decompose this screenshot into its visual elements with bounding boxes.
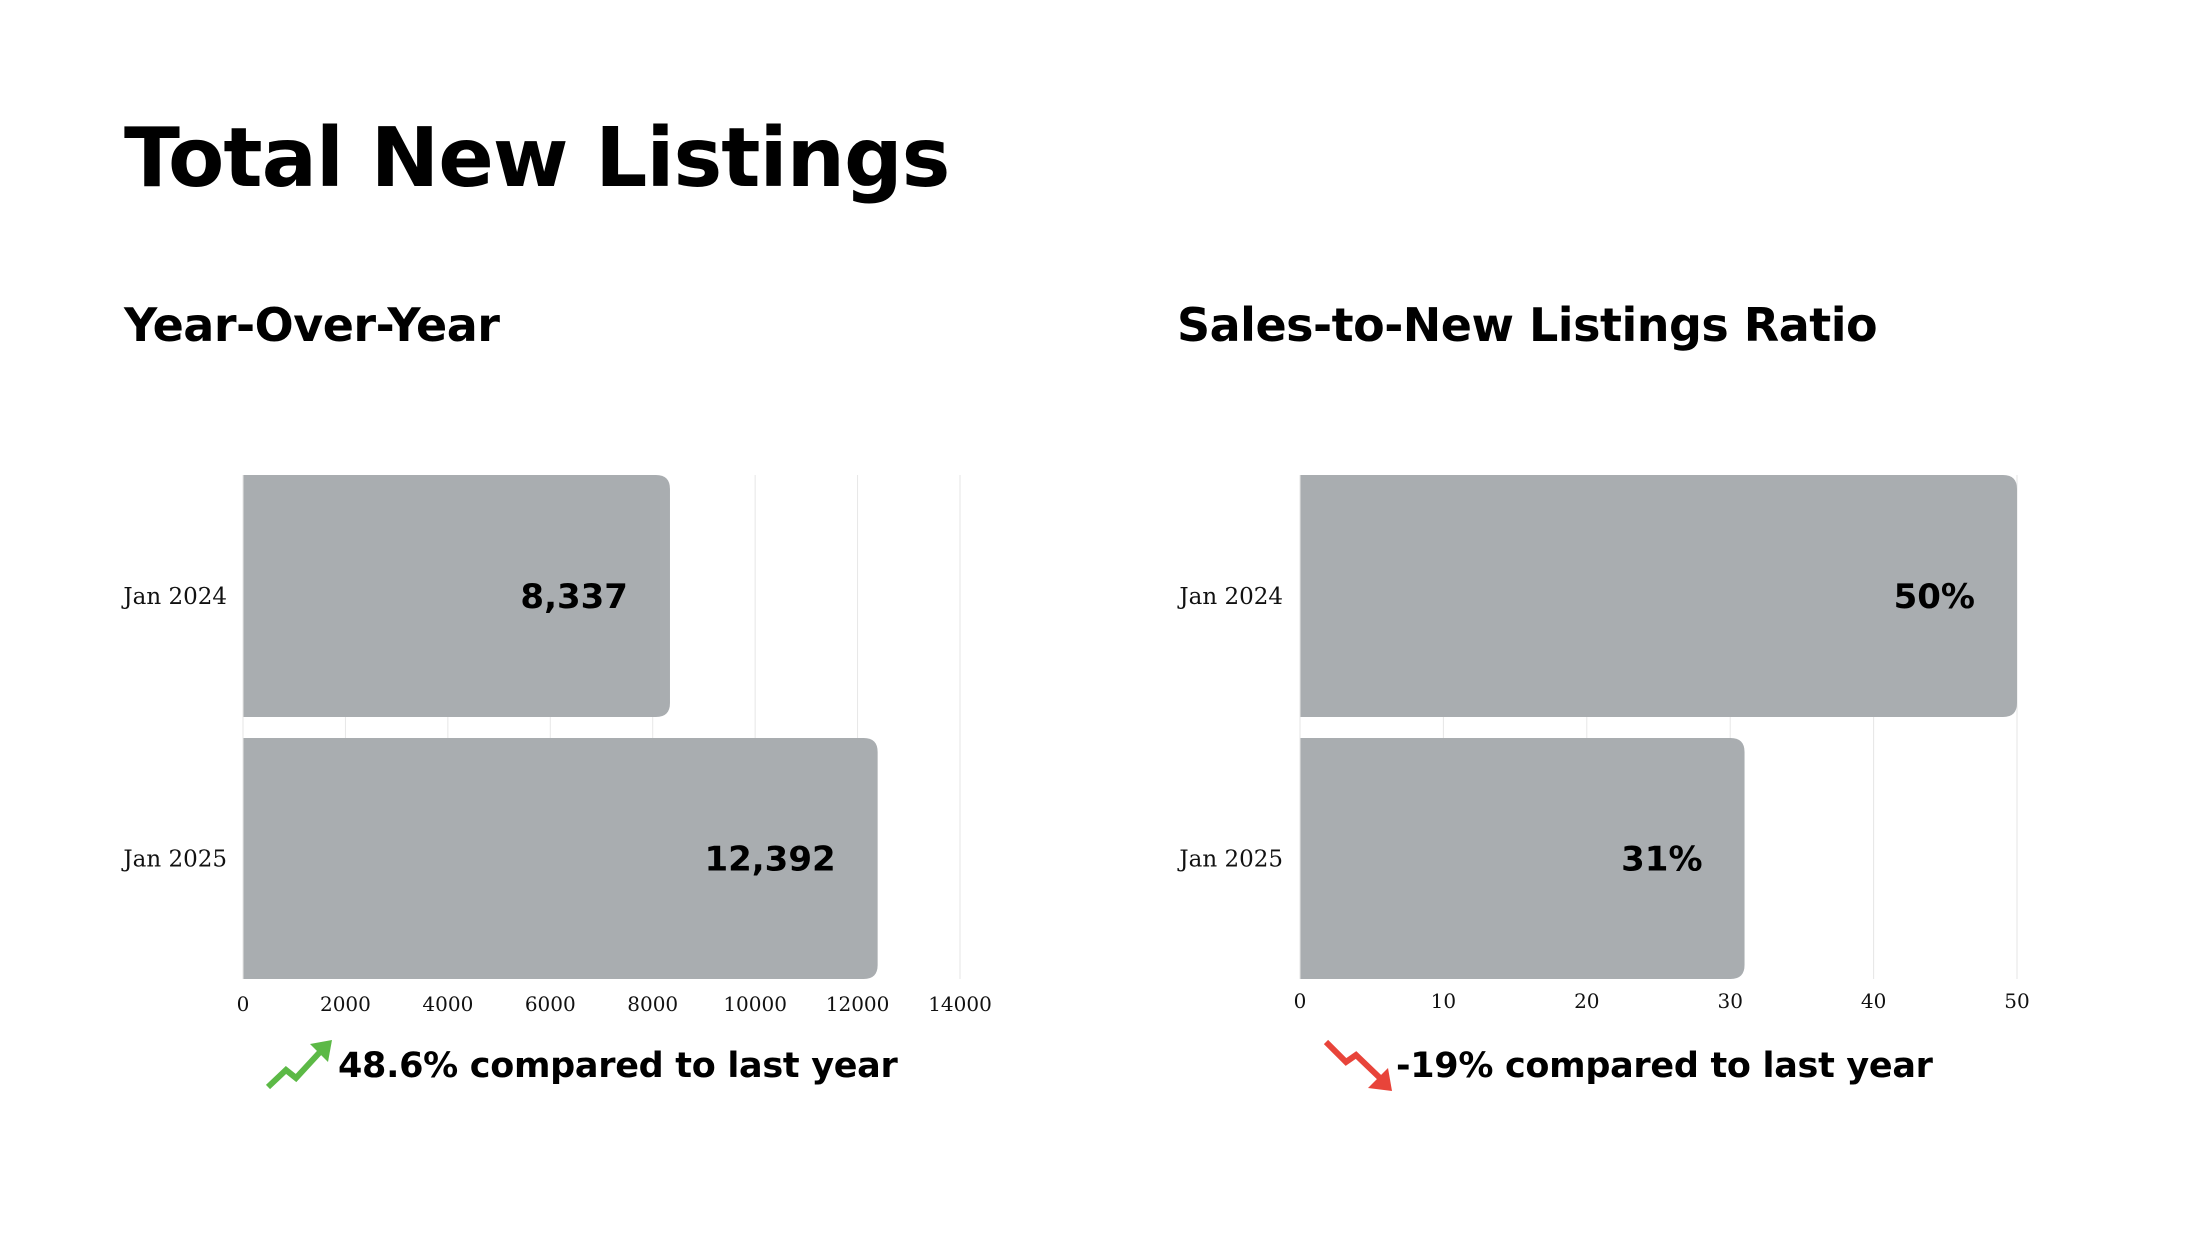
y-category-label: Jan 2025 bbox=[1177, 847, 1283, 873]
bar bbox=[243, 475, 670, 717]
x-tick-label: 20 bbox=[1574, 989, 1599, 1013]
x-tick-label: 30 bbox=[1717, 989, 1742, 1013]
delta-text: -19% compared to last year bbox=[1396, 1046, 1933, 1086]
bar-data-label: 12,392 bbox=[704, 840, 835, 880]
bar bbox=[243, 738, 878, 979]
x-tick-label: 10000 bbox=[723, 992, 787, 1016]
bar-data-label: 50% bbox=[1894, 577, 1975, 617]
y-category-label: Jan 2024 bbox=[1177, 584, 1283, 610]
y-category-label: Jan 2025 bbox=[121, 847, 227, 873]
bar bbox=[1300, 475, 2017, 717]
page-title: Total New Listings bbox=[124, 111, 950, 206]
delta-sales-ratio: -19% compared to last year bbox=[1322, 1038, 1933, 1094]
x-tick-label: 0 bbox=[1294, 989, 1307, 1013]
x-tick-label: 12000 bbox=[826, 992, 890, 1016]
x-tick-label: 4000 bbox=[422, 992, 473, 1016]
x-tick-label: 6000 bbox=[525, 992, 576, 1016]
delta-year-over-year: 48.6% compared to last year bbox=[264, 1038, 898, 1094]
bar-data-label: 8,337 bbox=[520, 577, 628, 617]
x-tick-label: 14000 bbox=[928, 992, 992, 1016]
delta-text: 48.6% compared to last year bbox=[338, 1046, 898, 1086]
x-tick-label: 50 bbox=[2004, 989, 2029, 1013]
chart-title-year-over-year: Year-Over-Year bbox=[124, 298, 500, 352]
chart-year-over-year: 0 2000 4000 6000 8000 10000 12000 14000 Jan 2024… bbox=[121, 475, 992, 1016]
trend-down-arrow-icon bbox=[1323, 1039, 1392, 1091]
x-tick-label: 8000 bbox=[627, 992, 678, 1016]
trend-up-arrow-icon bbox=[265, 1040, 332, 1090]
y-category-label: Jan 2024 bbox=[121, 584, 227, 610]
chart-title-sales-ratio: Sales-to-New Listings Ratio bbox=[1177, 298, 1878, 352]
x-tick-label: 10 bbox=[1431, 989, 1456, 1013]
x-tick-label: 40 bbox=[1861, 989, 1886, 1013]
bar bbox=[1300, 738, 1745, 979]
bar-data-label: 31% bbox=[1621, 840, 1702, 880]
x-tick-label: 0 bbox=[237, 992, 250, 1016]
x-tick-label: 2000 bbox=[320, 992, 371, 1016]
